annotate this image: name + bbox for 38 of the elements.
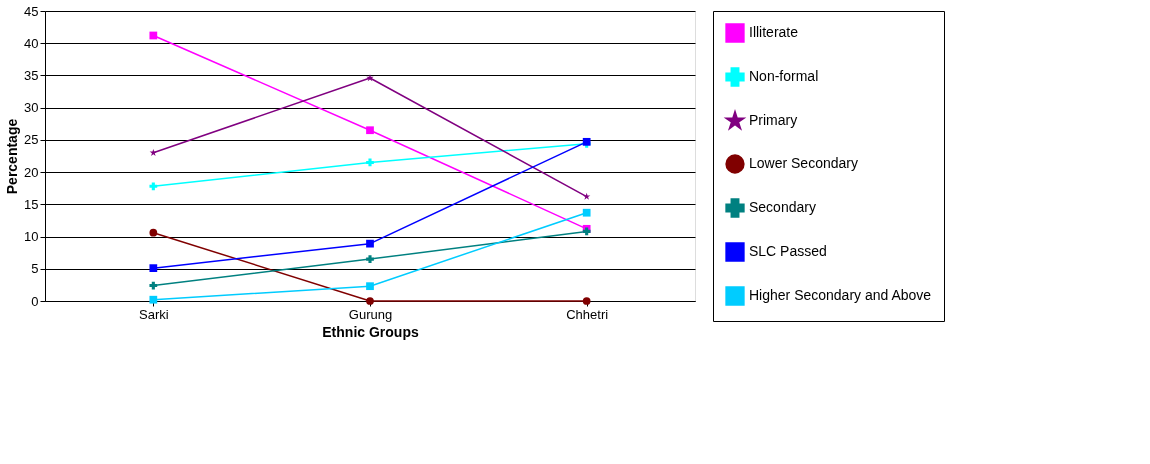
x-tick-label: Sarki (139, 306, 169, 322)
point (149, 182, 158, 191)
y-tick-label: 25 (24, 132, 39, 148)
legend-label: Higher Secondary and Above (749, 287, 932, 303)
legend-label: Secondary (749, 199, 816, 215)
point (582, 208, 591, 217)
point (149, 281, 158, 290)
legend-label: Non-formal (749, 68, 819, 84)
x-tick-label: Chhetri (566, 306, 609, 322)
x-tick-label: Gurung (348, 306, 393, 322)
point (582, 297, 591, 305)
point (149, 264, 158, 273)
y-tick-label: 15 (24, 196, 39, 212)
legend-label: SLC Passed (749, 243, 827, 259)
legend-label: Lower Secondary (749, 155, 858, 171)
legend-label: Illiterate (749, 24, 799, 40)
x-axis-title: Ethnic Groups (322, 323, 419, 340)
point (366, 239, 374, 248)
point (149, 295, 158, 304)
point (366, 282, 374, 291)
y-tick-label: 30 (24, 100, 39, 116)
y-tick-label: 0 (31, 293, 39, 309)
y-tick-label: 40 (24, 35, 39, 51)
y-axis-title: Percentage (4, 118, 21, 195)
point (582, 192, 591, 200)
y-tick-label: 5 (31, 261, 39, 277)
point (149, 31, 158, 40)
point (366, 297, 374, 305)
point (366, 255, 374, 263)
point (366, 158, 374, 167)
y-tick-label: 45 (24, 3, 39, 19)
point (366, 126, 374, 135)
y-tick-label: 35 (24, 67, 39, 83)
y-tick-label: 10 (24, 229, 39, 245)
point (366, 74, 374, 82)
point (149, 228, 158, 237)
y-tick-label: 20 (24, 164, 39, 180)
legend-label: Primary (749, 112, 798, 128)
